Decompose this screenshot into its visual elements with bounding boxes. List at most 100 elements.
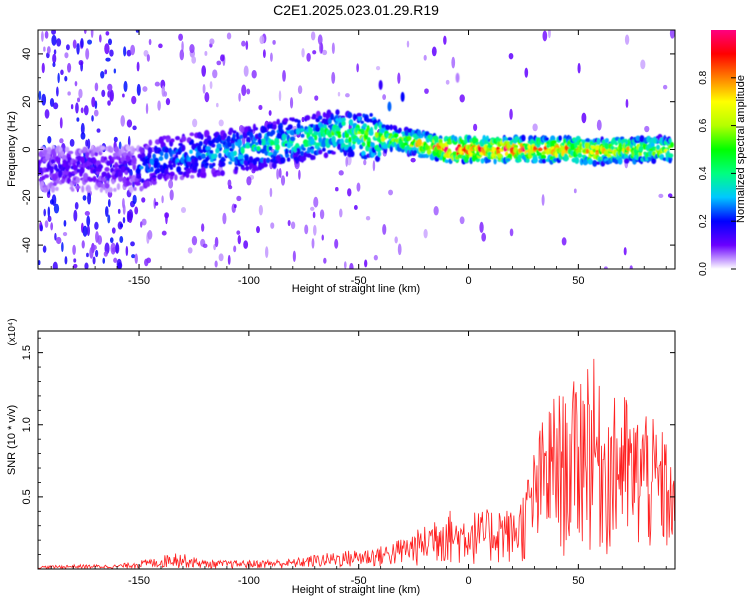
ridge-blob — [216, 143, 222, 149]
ridge-blob — [116, 183, 121, 190]
noise-blob — [270, 52, 273, 62]
noise-blob — [169, 189, 174, 201]
ridge-blob — [148, 139, 153, 146]
noise-blob — [91, 96, 96, 108]
ridge-blob — [51, 144, 56, 150]
noise-blob — [246, 88, 251, 95]
noise-blob — [84, 210, 90, 216]
ridge-blob — [545, 137, 549, 141]
ridge-blob — [297, 147, 301, 155]
noise-blob — [287, 219, 291, 227]
noise-blob — [131, 95, 137, 105]
ridge-blob — [132, 147, 136, 152]
ridge-blob — [650, 142, 655, 148]
ridge-blob — [50, 185, 56, 193]
ridge-blob — [82, 172, 89, 180]
ridge-blob — [152, 153, 157, 160]
noise-blob — [132, 194, 137, 205]
ridge-blob — [204, 129, 210, 138]
noise-blob — [39, 224, 44, 232]
noise-blob — [47, 136, 52, 144]
noise-blob — [49, 199, 54, 205]
ridge-blob — [317, 149, 323, 155]
ridge-blob — [417, 154, 424, 158]
noise-blob — [596, 119, 602, 131]
noise-blob — [101, 89, 106, 98]
snr-y-tick-label: 0.5 — [21, 489, 33, 504]
spectrogram-x-tick-label: 50 — [572, 275, 584, 287]
feature-blob — [400, 91, 405, 102]
ridge-blob — [416, 138, 422, 147]
ridge-blob — [635, 135, 641, 142]
ridge-blob — [208, 140, 214, 145]
noise-blob — [131, 254, 136, 259]
noise-blob — [130, 44, 136, 56]
ridge-blob — [189, 174, 195, 179]
ridge-blob — [252, 123, 257, 132]
noise-blob — [107, 199, 111, 208]
ridge-blob — [366, 141, 372, 148]
ridge-blob — [50, 148, 57, 156]
noise-blob — [122, 93, 125, 98]
ridge-blob — [249, 132, 254, 139]
noise-blob — [62, 231, 68, 237]
ridge-blob — [107, 173, 112, 179]
noise-blob — [38, 90, 42, 101]
snr-x-tick-label: -50 — [351, 575, 367, 587]
noise-blob — [226, 32, 232, 40]
ridge-blob — [211, 143, 216, 148]
ridge-blob — [101, 171, 107, 177]
spectrogram-y-label: Frequency (Hz) — [6, 111, 18, 187]
ridge-blob — [97, 181, 102, 188]
ridge-blob — [64, 146, 70, 153]
noise-blob — [532, 123, 538, 132]
noise-blob — [345, 93, 350, 98]
ridge-blob — [348, 119, 354, 126]
ridge-blob — [181, 135, 187, 142]
ridge-blob — [272, 121, 278, 125]
ridge-blob — [94, 147, 100, 153]
noise-blob — [43, 208, 46, 217]
noise-blob — [375, 66, 381, 71]
noise-blob — [236, 195, 242, 202]
ridge-blob — [300, 150, 305, 157]
noise-blob — [139, 221, 143, 228]
noise-blob — [508, 52, 514, 60]
noise-blob — [201, 223, 205, 232]
ridge-blob — [170, 171, 174, 177]
noise-blob — [146, 54, 150, 62]
noise-blob — [125, 245, 129, 257]
noise-blob — [163, 91, 168, 97]
ridge-blob — [340, 138, 345, 145]
ridge-blob — [228, 127, 233, 136]
noise-blob — [364, 259, 368, 268]
noise-blob — [44, 30, 49, 39]
spectrogram-y-tick-label: 40 — [21, 48, 33, 60]
ridge-blob — [563, 138, 567, 144]
noise-blob — [80, 122, 85, 135]
ridge-blob — [623, 157, 630, 164]
ridge-blob — [213, 153, 218, 159]
noise-blob — [161, 230, 167, 236]
noise-blob — [104, 69, 108, 75]
ridge-blob — [618, 142, 623, 150]
noise-blob — [191, 235, 198, 246]
noise-blob — [115, 242, 119, 254]
noise-blob — [96, 128, 101, 133]
noise-blob — [573, 188, 577, 194]
noise-blob — [214, 236, 219, 248]
noise-blob — [577, 62, 581, 74]
ridge-blob — [296, 122, 301, 130]
noise-blob — [561, 237, 567, 246]
ridge-blob — [290, 136, 296, 142]
noise-blob — [122, 204, 126, 215]
ridge-blob — [668, 153, 674, 158]
noise-blob — [85, 139, 88, 147]
ridge-blob — [176, 166, 182, 173]
noise-blob — [218, 253, 224, 262]
noise-blob — [290, 221, 296, 230]
ridge-blob — [525, 158, 530, 163]
noise-blob — [59, 138, 64, 144]
noise-blob — [102, 257, 106, 264]
ridge-blob — [320, 126, 325, 135]
